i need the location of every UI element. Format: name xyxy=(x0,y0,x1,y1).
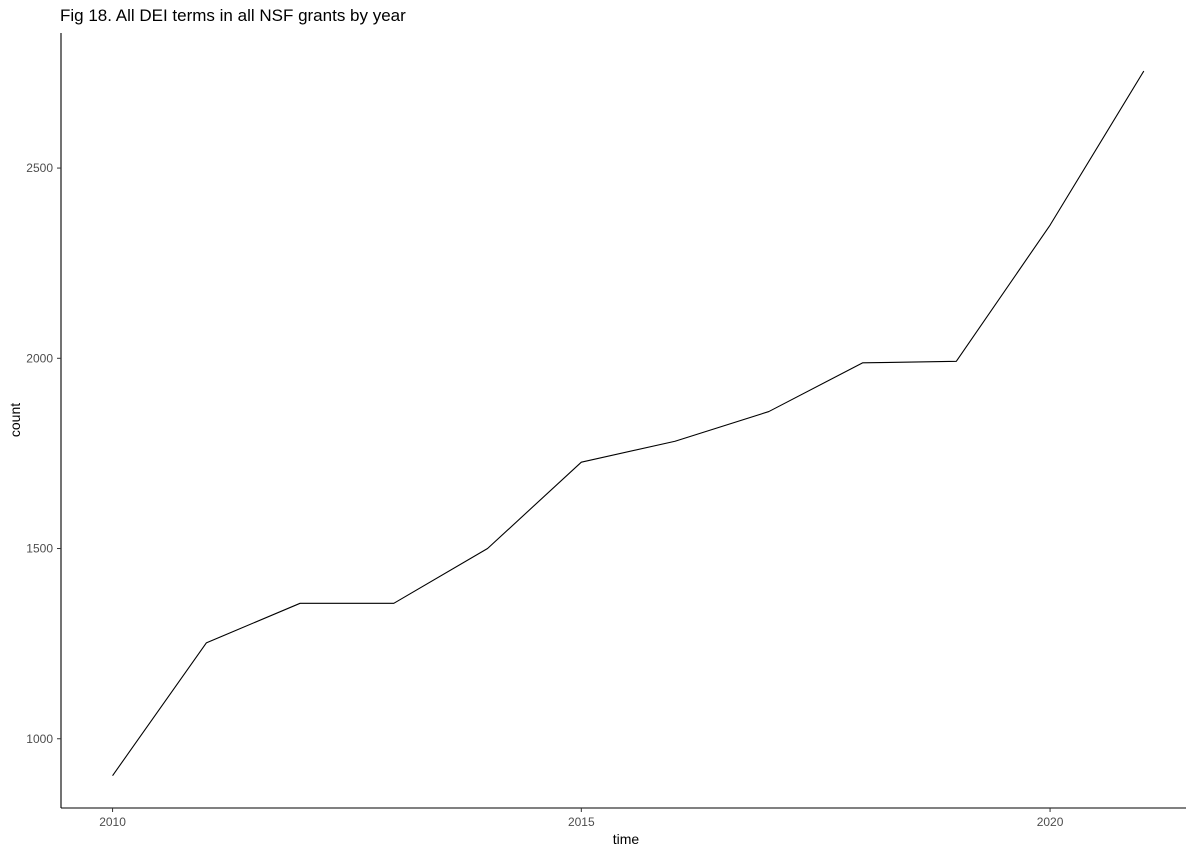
chart-title: Fig 18. All DEI terms in all NSF grants … xyxy=(60,6,406,25)
y-tick-label: 1500 xyxy=(26,542,53,556)
x-axis-title: time xyxy=(613,831,640,847)
ticks: 2010 2015 2020 1000 1500 2000 2500 xyxy=(26,161,1063,829)
y-axis-title: count xyxy=(7,403,23,437)
axes xyxy=(60,33,1186,809)
y-tick-label: 2500 xyxy=(26,161,53,175)
y-tick-label: 1000 xyxy=(26,732,53,746)
y-tick-label: 2000 xyxy=(26,351,53,365)
x-tick-label: 2010 xyxy=(99,815,126,829)
x-tick-label: 2015 xyxy=(568,815,595,829)
series xyxy=(112,70,1145,776)
series-line-0 xyxy=(112,70,1145,776)
x-tick-label: 2020 xyxy=(1037,815,1064,829)
